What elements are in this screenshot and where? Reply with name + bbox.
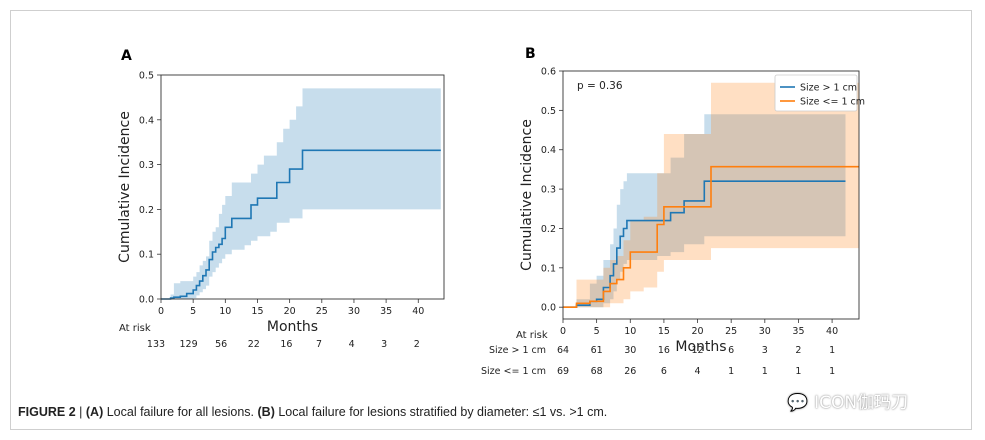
panel-a-risk-value: 22 — [248, 339, 260, 350]
panel-b-x-tick-label: 0 — [560, 326, 566, 337]
panel-b-ci-band-1 — [563, 114, 846, 308]
caption-separator: | — [79, 405, 83, 419]
panel-b-risk-value: 6 — [728, 345, 734, 356]
panel-b-x-tick-label: 10 — [624, 326, 636, 337]
panel-a-y-axis-label: Cumulative Incidence — [117, 111, 133, 263]
panel-b-y-tick-label: 0.1 — [541, 263, 556, 274]
figure-caption: FIGURE 2 | (A) Local failure for all les… — [18, 405, 607, 419]
watermark-text: ICON伽玛刀 — [814, 393, 909, 413]
panel-a-ci-band-1 — [161, 88, 441, 300]
panel-a-y-tick-label: 0.4 — [139, 115, 154, 126]
panel-b-risk-value: 1 — [795, 366, 801, 377]
panel-a-x-tick-label: 30 — [348, 306, 360, 317]
panel-b-x-tick-label: 40 — [826, 326, 838, 337]
panel-a-tag: A — [121, 48, 132, 64]
panel-a-y-tick-label: 0.1 — [139, 250, 154, 261]
panel-b-risk-table-title: At risk — [516, 330, 548, 341]
panel-b-legend-entry-1: Size > 1 cm — [800, 83, 857, 94]
panel-b-risk-value: 6 — [661, 366, 667, 377]
panel-a-x-tick-label: 10 — [219, 306, 231, 317]
panel-b-series-line-2 — [563, 165, 859, 309]
panel-b-legend-box — [774, 74, 858, 112]
panel-b-x-tick-label: 25 — [725, 326, 737, 337]
caption-figure-label: FIGURE 2 — [18, 405, 76, 419]
panel-a-x-tick-label: 15 — [251, 306, 263, 317]
panel-b-y-tick-label: 0.3 — [541, 185, 556, 196]
panel-a-risk-value: 2 — [414, 339, 420, 350]
wechat-icon: 💬 — [787, 393, 809, 413]
panel-b-risk-value: 1 — [728, 366, 734, 377]
panel-b-p-value-annotation: p = 0.36 — [577, 80, 623, 92]
caption-a-text: Local failure for all lesions. — [106, 405, 255, 419]
figure-frame: A 0 5 10 15 20 25 30 35 40 0.0 0.1 0.2 0.3 0.4 0.5 Month… — [10, 10, 972, 430]
panel-b-risk-value: 2 — [795, 345, 801, 356]
panel-b-x-axis-label: Months — [675, 339, 726, 355]
panel-a-x-tick-label: 5 — [190, 306, 196, 317]
panel-b-risk-row-label-1: Size > 1 cm — [489, 345, 546, 356]
panel-a-y-tick-label: 0.3 — [139, 160, 154, 171]
panel-b-risk-value: 3 — [762, 345, 768, 356]
panel-a-x-tick-label: 20 — [284, 306, 296, 317]
panel-b-risk-value: 26 — [624, 366, 636, 377]
caption-b-tag: (B) — [257, 405, 275, 419]
panel-a-x-tick-label: 40 — [412, 306, 424, 317]
panel-b-risk-value: 69 — [557, 366, 569, 377]
panel-b-y-axis-label: Cumulative Incidence — [519, 119, 535, 271]
panel-b-risk-value: 68 — [591, 366, 603, 377]
panel-b-legend-entry-2: Size <= 1 cm — [800, 97, 865, 108]
panel-b-y-tick-label: 0.0 — [541, 303, 556, 314]
panel-b-risk-value: 1 — [762, 366, 768, 377]
panel-a-x-tick-label: 25 — [316, 306, 328, 317]
panel-a-risk-table-title: At risk — [119, 323, 151, 334]
panel-b-risk-value: 16 — [658, 345, 670, 356]
panel-b-y-tick-label: 0.6 — [541, 67, 556, 78]
panel-a-risk-value: 133 — [147, 339, 165, 350]
panel-b-x-tick-label: 15 — [658, 326, 670, 337]
panel-a-risk-value: 3 — [381, 339, 387, 350]
panel-a-y-tick-label: 0.5 — [139, 71, 154, 82]
figure-svg: A0 5 10 15 20 25 30 35 400.00.10.20.30.40.5Month… — [117, 46, 865, 377]
panel-a-y-tick-label: 0.0 — [139, 295, 154, 306]
panel-b-risk-value: 64 — [557, 345, 569, 356]
caption-b-text: Local failure for lesions stratified by … — [278, 405, 608, 419]
panel-a-x-tick-label: 0 — [158, 306, 164, 317]
panel-b-y-tick-label: 0.2 — [541, 224, 556, 235]
panel-b-y-tick-label: 0.4 — [541, 145, 556, 156]
panel-a-risk-value: 16 — [280, 339, 292, 350]
panel-a-risk-value: 4 — [349, 339, 355, 350]
panel-b-y-tick-label: 0.5 — [541, 106, 556, 117]
panel-b-risk-value: 12 — [691, 345, 703, 356]
panel-b-risk-value: 61 — [591, 345, 603, 356]
panel-b-risk-row-label-2: Size <= 1 cm — [481, 366, 546, 377]
panel-a-x-axis-label: Months — [267, 319, 318, 335]
panel-a-risk-value: 56 — [215, 339, 227, 350]
caption-a-tag: (A) — [85, 405, 104, 419]
panel-b-axes-frame — [562, 70, 860, 320]
panel-b-tag: B — [525, 46, 536, 62]
panel-b-x-tick-label: 20 — [691, 326, 703, 337]
panel-a-risk-value: 129 — [180, 339, 198, 350]
panel-a-series-line-1 — [161, 149, 441, 300]
watermark: 💬 ICON伽玛刀 — [787, 388, 908, 413]
panel-b-x-tick-label: 5 — [594, 326, 600, 337]
panel-b-x-tick-label: 30 — [759, 326, 771, 337]
panel-b-risk-value: 30 — [624, 345, 636, 356]
panel-a-axes-frame — [160, 74, 445, 300]
panel-a-y-tick-label: 0.2 — [139, 205, 154, 216]
panel-b-x-tick-label: 35 — [792, 326, 804, 337]
panel-a-x-tick-label: 35 — [380, 306, 392, 317]
panel-b-risk-value: 1 — [829, 366, 835, 377]
panel-b-risk-value: 1 — [829, 345, 835, 356]
panel-b-risk-value: 4 — [695, 366, 701, 377]
panel-a-risk-value: 7 — [316, 339, 322, 350]
